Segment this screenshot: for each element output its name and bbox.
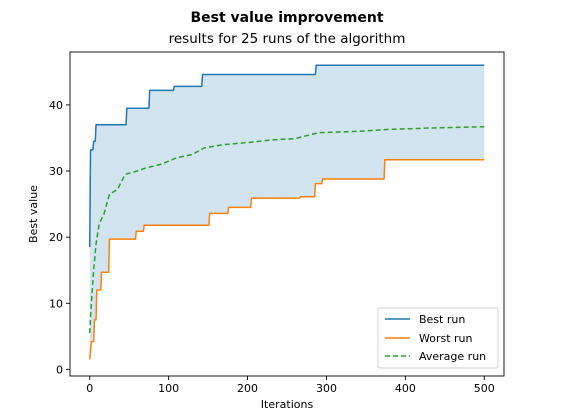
legend-label-worst-run: Worst run bbox=[419, 332, 473, 345]
plot-area bbox=[88, 64, 485, 360]
x-axis-label: Iterations bbox=[261, 398, 314, 411]
chart-title: Best value improvement bbox=[190, 10, 383, 26]
series-line-worst-run bbox=[88, 159, 485, 360]
y-axis: 0 10 20 30 40 bbox=[49, 99, 70, 376]
x-tick-label: 400 bbox=[395, 382, 416, 395]
chart-subtitle: results for 25 runs of the algorithm bbox=[169, 31, 406, 47]
range-band bbox=[89, 65, 485, 360]
y-tick-label: 10 bbox=[49, 297, 63, 310]
x-tick-label: 200 bbox=[237, 382, 258, 395]
y-tick-label: 30 bbox=[49, 165, 63, 178]
legend: Best run Worst run Average run bbox=[377, 307, 499, 369]
legend-label-best-run: Best run bbox=[419, 313, 465, 326]
x-axis: 0 100 200 300 400 500 bbox=[86, 376, 495, 395]
x-tick-label: 300 bbox=[316, 382, 337, 395]
series-line-best-run bbox=[88, 64, 485, 248]
series-line-average-run bbox=[88, 125, 485, 334]
x-tick-label: 500 bbox=[474, 382, 495, 395]
y-axis-label: Best value bbox=[27, 185, 40, 243]
legend-frame bbox=[377, 307, 499, 369]
y-tick-label: 20 bbox=[49, 231, 63, 244]
x-tick-label: 100 bbox=[158, 382, 179, 395]
legend-label-average-run: Average run bbox=[419, 350, 486, 363]
y-tick-label: 40 bbox=[49, 99, 63, 112]
x-tick-label: 0 bbox=[86, 382, 93, 395]
axes-frame bbox=[69, 51, 505, 377]
y-tick-label: 0 bbox=[56, 363, 63, 376]
